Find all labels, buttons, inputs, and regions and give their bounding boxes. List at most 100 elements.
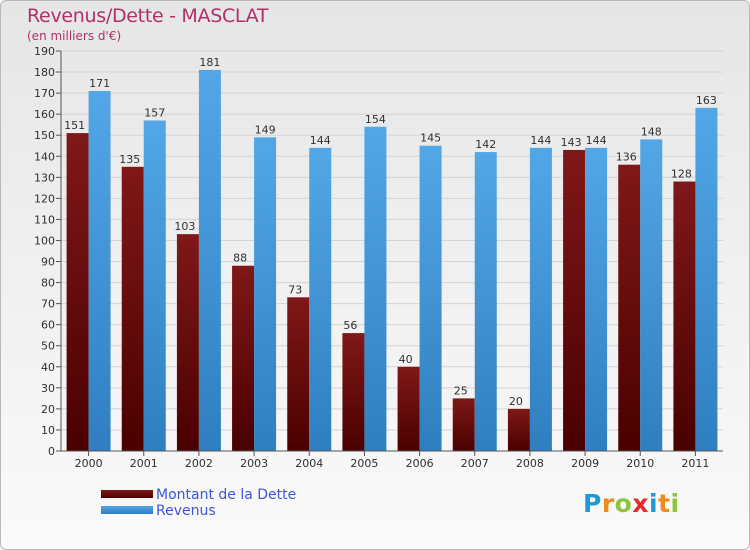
value-labels: 151 171 135 157 103 181 88 149 73 144 56 154 40 145 25… bbox=[64, 56, 717, 408]
legend-label-revenus: Revenus bbox=[156, 503, 216, 519]
y-tick-label: 50 bbox=[41, 340, 55, 353]
value-label: 20 bbox=[509, 395, 523, 408]
x-tick-label: 2003 bbox=[240, 457, 268, 470]
value-label: 145 bbox=[420, 132, 441, 145]
value-label: 142 bbox=[475, 138, 496, 151]
y-tick-label: 140 bbox=[34, 150, 55, 163]
bar-revenus bbox=[695, 107, 718, 451]
y-tick-label: 150 bbox=[34, 129, 55, 142]
logo-letter: i bbox=[670, 489, 680, 518]
y-tick-label: 90 bbox=[41, 256, 55, 269]
bar-revenus bbox=[474, 152, 497, 452]
value-label: 103 bbox=[174, 220, 195, 233]
bar-revenus bbox=[143, 120, 166, 451]
bar-revenus bbox=[88, 91, 111, 451]
y-tick-label: 10 bbox=[41, 424, 55, 437]
y-tick-label: 70 bbox=[41, 298, 55, 311]
value-label: 135 bbox=[119, 153, 140, 166]
x-tick-label: 2005 bbox=[350, 457, 378, 470]
bar-dette bbox=[563, 149, 586, 451]
x-tick-label: 2008 bbox=[516, 457, 544, 470]
x-tick-label: 2002 bbox=[185, 457, 213, 470]
logo-letter: t bbox=[658, 489, 671, 518]
x-tick-label: 2004 bbox=[295, 457, 323, 470]
bar-revenus bbox=[529, 147, 552, 451]
value-label: 163 bbox=[696, 94, 717, 107]
bar-dette bbox=[618, 164, 641, 451]
value-label: 136 bbox=[616, 151, 637, 164]
x-tick-label: 2009 bbox=[571, 457, 599, 470]
legend-swatch-dette bbox=[101, 490, 153, 498]
bar-revenus bbox=[364, 126, 387, 451]
value-label: 149 bbox=[255, 123, 276, 136]
bar-dette bbox=[452, 398, 475, 451]
x-tick-label: 2011 bbox=[681, 457, 709, 470]
legend-label-dette: Montant de la Dette bbox=[156, 487, 297, 503]
bar-dette bbox=[121, 166, 144, 451]
value-label: 88 bbox=[233, 252, 247, 265]
x-tick-label: 2010 bbox=[626, 457, 654, 470]
x-tick-label: 2000 bbox=[75, 457, 103, 470]
value-label: 144 bbox=[310, 134, 331, 147]
y-tick-label: 20 bbox=[41, 403, 55, 416]
value-label: 144 bbox=[530, 134, 551, 147]
value-label: 157 bbox=[144, 106, 165, 119]
value-label: 25 bbox=[454, 384, 468, 397]
y-tick-label: 80 bbox=[41, 277, 55, 290]
bar-revenus bbox=[309, 147, 332, 451]
chart-title: Revenus/Dette - MASCLAT bbox=[27, 5, 269, 27]
value-label: 148 bbox=[641, 125, 662, 138]
y-tick-label: 0 bbox=[48, 445, 55, 458]
y-tick-label: 30 bbox=[41, 382, 55, 395]
bar-dette bbox=[66, 133, 89, 451]
logo-letter: r bbox=[601, 489, 615, 518]
y-tick-label: 170 bbox=[34, 87, 55, 100]
bar-revenus bbox=[640, 139, 663, 451]
value-label: 154 bbox=[365, 113, 386, 126]
value-label: 128 bbox=[671, 168, 692, 181]
value-label: 151 bbox=[64, 119, 85, 132]
value-label: 73 bbox=[288, 283, 302, 296]
logo-letter: x bbox=[632, 489, 649, 518]
y-axis: 0 10 20 30 40 50 60 70 80 90 100 110 120 130 140 150 160… bbox=[34, 45, 62, 458]
bar-dette bbox=[507, 408, 530, 451]
value-label: 171 bbox=[89, 77, 110, 90]
chart-subtitle: (en milliers d'€) bbox=[27, 29, 122, 43]
y-tick-label: 190 bbox=[34, 45, 55, 58]
x-tick-label: 2001 bbox=[130, 457, 158, 470]
value-label: 56 bbox=[343, 319, 357, 332]
value-label: 143 bbox=[561, 136, 582, 149]
bar-dette bbox=[287, 297, 310, 451]
x-tick-label: 2007 bbox=[461, 457, 489, 470]
logo-letter: P bbox=[583, 489, 602, 518]
y-tick-label: 110 bbox=[34, 213, 55, 226]
value-label: 181 bbox=[199, 56, 220, 69]
y-tick-label: 180 bbox=[34, 66, 55, 79]
bar-dette bbox=[397, 366, 420, 451]
bar-dette bbox=[673, 181, 696, 452]
bar-dette bbox=[176, 234, 199, 451]
y-tick-label: 40 bbox=[41, 361, 55, 374]
bars bbox=[66, 69, 718, 452]
y-tick-label: 160 bbox=[34, 108, 55, 121]
bar-dette bbox=[342, 333, 365, 451]
logo-letter: o bbox=[614, 489, 633, 518]
bar-revenus bbox=[198, 69, 221, 452]
grid-lines bbox=[61, 50, 723, 452]
logo-letter: i bbox=[649, 489, 659, 518]
x-tick-label: 2006 bbox=[406, 457, 434, 470]
bar-dette bbox=[232, 265, 255, 451]
bar-revenus bbox=[419, 145, 442, 451]
x-axis: 2000 2001 2002 2003 2004 2005 2006 2007 2008 2009… bbox=[61, 450, 723, 470]
value-label: 144 bbox=[586, 134, 607, 147]
proxiti-logo: Proxiti bbox=[583, 489, 680, 518]
bar-revenus bbox=[585, 147, 608, 451]
bar-revenus bbox=[254, 137, 277, 451]
y-tick-label: 60 bbox=[41, 319, 55, 332]
y-tick-label: 100 bbox=[34, 234, 55, 247]
y-tick-label: 120 bbox=[34, 192, 55, 205]
y-tick-label: 130 bbox=[34, 171, 55, 184]
legend-swatch-revenus bbox=[101, 506, 153, 514]
